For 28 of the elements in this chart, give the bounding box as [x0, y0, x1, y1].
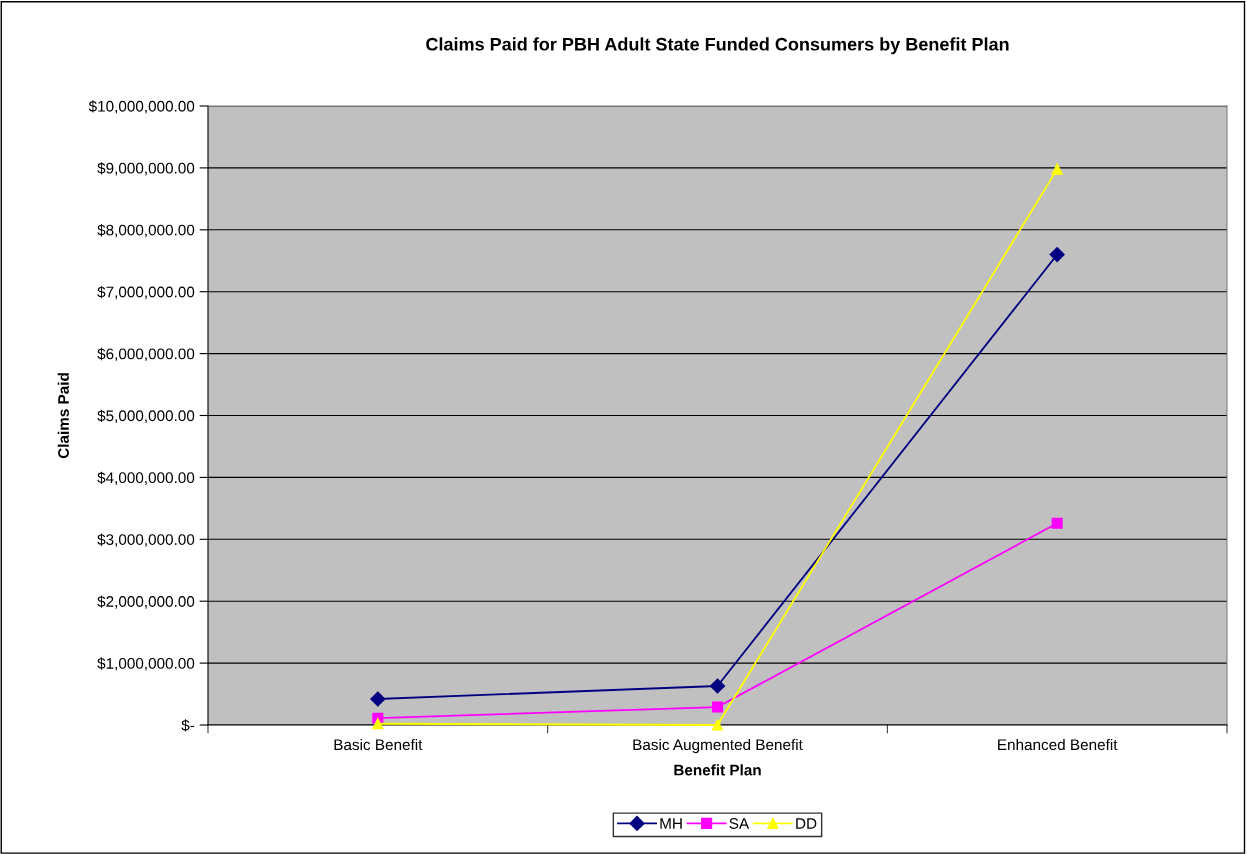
point: [370, 691, 386, 707]
y-tick-label: $8,000,000.00: [97, 224, 195, 238]
point: [711, 701, 724, 713]
legend-label: DD: [796, 818, 817, 829]
point: [1051, 517, 1063, 529]
y-tick-label: $7,000,000.00: [97, 285, 195, 300]
point: [1049, 246, 1065, 263]
y-tick-label: $3,000,000.00: [97, 533, 195, 547]
x-axis-title: Benefit Plan: [674, 764, 761, 776]
point: [1051, 163, 1063, 175]
y-axis-title: Claims Paid: [57, 373, 69, 459]
y-tick-label: $9,000,000.00: [97, 162, 195, 176]
x-tick-label: Basic Augmented Benefit: [633, 738, 803, 754]
legend-label: MH: [660, 818, 682, 829]
y-tick-label: $2,000,000.00: [97, 595, 195, 609]
y-tick-label: $5,000,000.00: [97, 409, 195, 423]
point: [372, 718, 384, 730]
x-tick-label: Basic Benefit: [334, 738, 423, 751]
y-tick-label: $-: [181, 719, 195, 732]
legend-label: SA: [729, 818, 750, 829]
point: [709, 678, 726, 694]
y-tick-label: $4,000,000.00: [97, 471, 195, 485]
y-tick-label: $10,000,000.00: [88, 100, 195, 114]
y-tick-label: $1,000,000.00: [97, 657, 195, 671]
x-tick-label: Enhanced Benefit: [998, 738, 1118, 751]
y-tick-label: $6,000,000.00: [97, 347, 195, 362]
point: [711, 719, 724, 731]
chart-title: Claims Paid for PBH Adult State Funded Consumers by Benefit Plan: [426, 37, 1009, 55]
